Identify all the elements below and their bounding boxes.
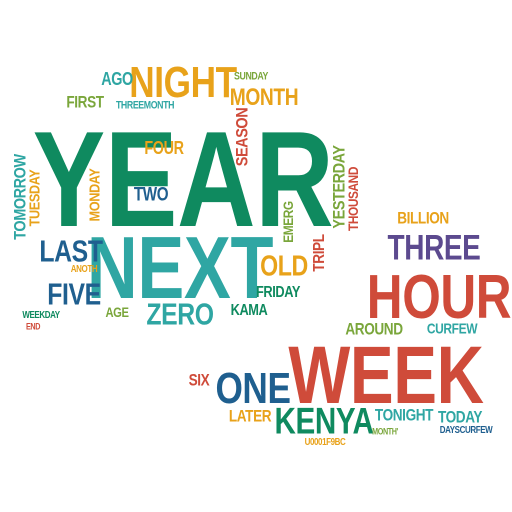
word-end: END — [25, 321, 41, 332]
word-hour: HOUR — [366, 263, 512, 332]
word-threemonth: THREEMONTH — [115, 99, 175, 112]
word-age: AGE — [105, 304, 129, 320]
word-billion: BILLION — [397, 208, 449, 228]
word-month: MONTH — [229, 84, 299, 111]
word-today: TODAY — [437, 407, 483, 427]
word-three: THREE — [387, 228, 481, 268]
word-dayscurfew: DAYSCURFEW — [439, 425, 493, 436]
word-anoth: ANOTH — [70, 264, 98, 275]
word-friday: FRIDAY — [255, 284, 301, 301]
word-old: OLD — [260, 250, 308, 283]
word-first: FIRST — [66, 92, 104, 112]
word-ago: AGO — [101, 69, 133, 89]
word-kenya: KENYA — [274, 400, 374, 442]
word-last: LAST — [39, 233, 103, 269]
word-one: ONE — [215, 364, 291, 413]
word-four: FOUR — [144, 138, 184, 158]
word-curfew: CURFEW — [426, 320, 478, 338]
word-month-quote: MONTH' — [372, 426, 398, 437]
word-later: LATER — [228, 406, 272, 426]
word-six: SIX — [188, 370, 210, 390]
word-tonight: TONIGHT — [374, 405, 434, 425]
word-sunday: SUNDAY — [234, 70, 268, 83]
word-thousand: THOUSAND — [345, 166, 361, 232]
word-year: YEAR — [32, 103, 334, 255]
word-week: WEEK — [288, 330, 484, 421]
word-five: FIVE — [47, 276, 101, 312]
word-monday: MONDAY — [86, 168, 104, 222]
word-zero: ZERO — [146, 296, 214, 332]
word-around: AROUND — [345, 319, 403, 339]
word-tuesday: TUESDAY — [26, 169, 44, 227]
word-emerg: EMERG — [280, 201, 296, 243]
word-next: NEXT — [86, 218, 274, 317]
word-weekday: WEEKDAY — [22, 310, 60, 321]
word-season: SEASON — [232, 107, 252, 167]
word-tripl: TRIPL — [311, 234, 328, 272]
word-kama: KAMA — [230, 302, 268, 319]
word-u0001f9bc: U0001F9BC — [304, 437, 346, 448]
word-two: TWO — [133, 184, 169, 206]
word-night: NIGHT — [129, 58, 237, 107]
